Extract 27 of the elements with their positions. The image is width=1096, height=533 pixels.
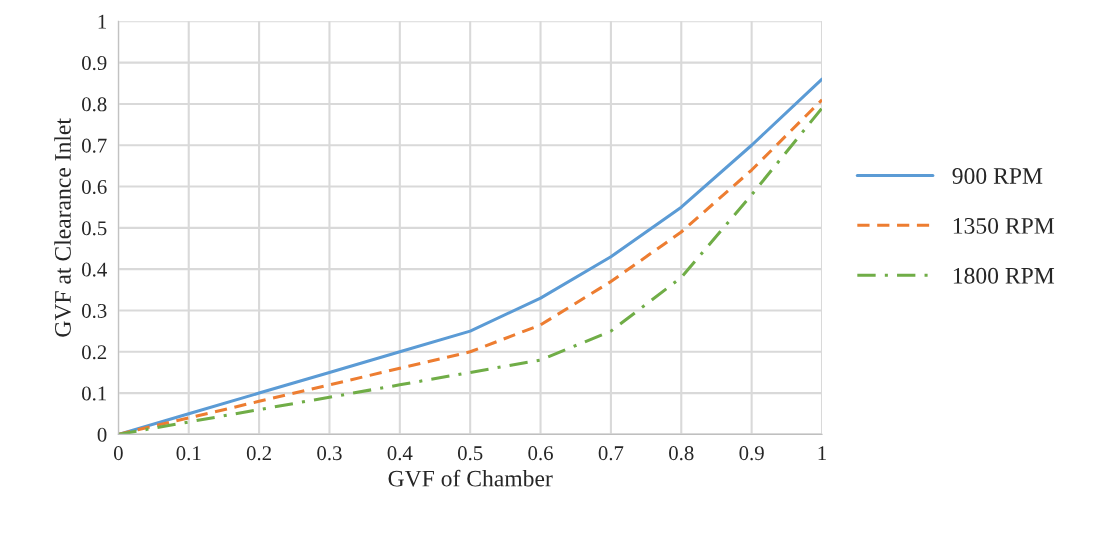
x-tick-label: 0.2: [246, 446, 271, 461]
y-tick-label: 0.6: [82, 179, 107, 195]
x-axis-title: GVF of Chamber: [388, 469, 553, 487]
y-tick-label: 0.7: [82, 138, 107, 153]
x-tick-label: 0.1: [176, 446, 201, 461]
x-tick-label: 0.7: [598, 446, 624, 461]
y-axis-title: GVF at Clearance Inlet: [54, 118, 71, 337]
y-tick-label: 0.9: [82, 56, 107, 71]
x-tick-label: 0: [113, 446, 123, 461]
x-tick-label: 0.6: [528, 446, 553, 461]
legend-label: 1350 RPM: [953, 217, 1055, 234]
legend-label: 900 RPM: [952, 168, 1043, 184]
y-tick-label: 0.4: [82, 262, 107, 277]
y-tick-label: 0: [97, 427, 107, 442]
x-tick-label: 0.9: [739, 446, 764, 461]
x-tick-label: 0.8: [669, 446, 694, 461]
y-tick-label: 0.2: [82, 345, 107, 360]
legend-label: 1800 RPM: [953, 267, 1055, 284]
x-tick-label: 0.4: [387, 446, 413, 461]
y-tick-label: 1: [98, 14, 107, 29]
y-tick-label: 0.1: [82, 386, 107, 401]
y-tick-label: 0.8: [82, 97, 107, 112]
x-tick-label: 0.5: [457, 446, 483, 461]
y-tick-label: 0.5: [82, 221, 107, 236]
y-tick-label: 0.3: [82, 303, 107, 318]
x-tick-label: 0.3: [317, 446, 342, 461]
x-tick-label: 1: [818, 446, 826, 460]
